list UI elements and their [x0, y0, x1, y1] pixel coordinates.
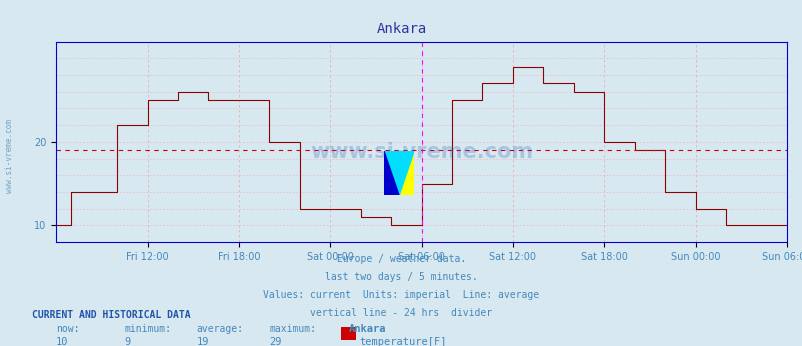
Text: 10: 10	[56, 337, 69, 346]
Text: Europe / weather data.: Europe / weather data.	[337, 254, 465, 264]
Text: minimum:: minimum:	[124, 324, 172, 334]
Text: Ankara: Ankara	[349, 324, 387, 334]
Text: last two days / 5 minutes.: last two days / 5 minutes.	[325, 272, 477, 282]
Text: www.si-vreme.com: www.si-vreme.com	[5, 119, 14, 193]
Text: maximum:: maximum:	[269, 324, 316, 334]
Text: 29: 29	[269, 337, 282, 346]
Text: CURRENT AND HISTORICAL DATA: CURRENT AND HISTORICAL DATA	[32, 310, 191, 320]
Text: www.si-vreme.com: www.si-vreme.com	[310, 142, 533, 162]
Text: Values: current  Units: imperial  Line: average: Values: current Units: imperial Line: av…	[263, 290, 539, 300]
Text: 19: 19	[196, 337, 209, 346]
Polygon shape	[383, 151, 414, 195]
Text: average:: average:	[196, 324, 244, 334]
Polygon shape	[383, 151, 399, 195]
Polygon shape	[383, 151, 414, 195]
Text: Ankara: Ankara	[376, 22, 426, 36]
Text: vertical line - 24 hrs  divider: vertical line - 24 hrs divider	[310, 308, 492, 318]
Text: temperature[F]: temperature[F]	[359, 337, 447, 346]
Text: now:: now:	[56, 324, 79, 334]
Text: 9: 9	[124, 337, 131, 346]
